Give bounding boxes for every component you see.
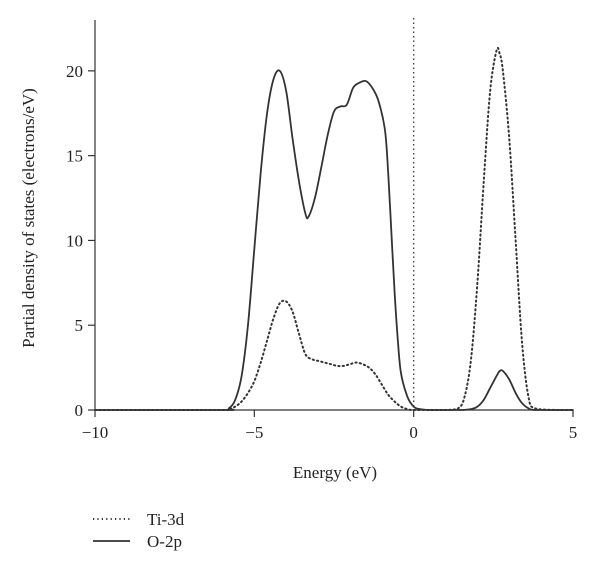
x-tick-label: −5 [245, 423, 263, 442]
y-axis-label: Partial density of states (electrons/eV) [19, 88, 38, 348]
series-line-o-2p [94, 69, 574, 411]
x-tick-label: 5 [569, 423, 578, 442]
series-line-ti-3d [94, 46, 574, 412]
legend: Ti-3d O-2p [93, 510, 185, 551]
x-tick-label: −10 [82, 423, 109, 442]
axes [88, 18, 574, 417]
y-tick-label: 0 [75, 401, 84, 420]
y-tick-label: 15 [66, 147, 83, 166]
tick-labels: −10 −5 0 5 0 5 10 15 20 [66, 62, 577, 442]
series-layer [94, 46, 574, 412]
x-axis-label: Energy (eV) [293, 463, 377, 482]
y-tick-label: 5 [75, 316, 84, 335]
legend-label-ti-3d: Ti-3d [147, 510, 185, 529]
y-tick-label: 10 [66, 231, 83, 250]
y-tick-label: 20 [66, 62, 83, 81]
x-tick-label: 0 [409, 423, 418, 442]
legend-label-o-2p: O-2p [147, 532, 182, 551]
